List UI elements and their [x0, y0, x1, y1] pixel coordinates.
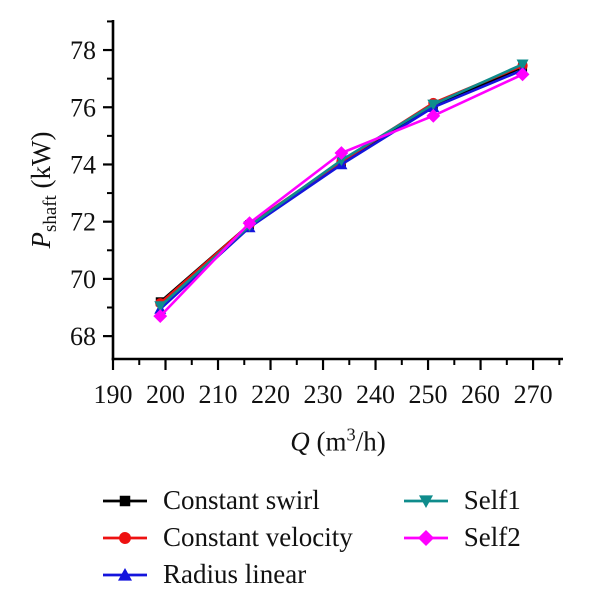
x-tick-label: 190 — [94, 380, 133, 409]
x-tick-label: 260 — [461, 380, 500, 409]
triangle-down-marker-icon — [335, 155, 348, 167]
legend-item-radius-linear: Radius linear — [102, 559, 353, 589]
diamond-marker-icon — [334, 146, 349, 160]
y-axis-label-subscript: shaft — [40, 195, 62, 232]
legend-item-constant-velocity: Constant velocity — [102, 522, 353, 552]
x-axis-label: Q (m3/h) — [290, 425, 385, 458]
x-tick-label: 230 — [304, 380, 343, 409]
x-tick-label: 240 — [356, 380, 395, 409]
x-axis-label-units-pre: (m — [309, 426, 347, 457]
legend-label: Radius linear — [163, 559, 307, 589]
legend: Constant swirl Constant velocity Radius li… — [102, 485, 521, 589]
series-line-2 — [159, 68, 524, 310]
triangle-down-marker-icon — [516, 59, 529, 71]
y-tick-label: 74 — [70, 150, 96, 179]
legend-triangle-up-icon — [103, 567, 147, 581]
diamond-marker-icon — [426, 108, 441, 123]
y-axis-label-symbol: P — [25, 231, 56, 249]
y-tick-label: 76 — [70, 93, 96, 122]
y-axis-label-units: (kW) — [25, 131, 56, 196]
legend-label: Self2 — [463, 522, 521, 552]
legend-item-self1: Self1 — [403, 485, 521, 515]
x-tick-label: 250 — [409, 380, 448, 409]
x-tick-label: 200 — [146, 380, 185, 409]
legend-label: Constant velocity — [163, 522, 353, 552]
diamond-marker-icon — [515, 67, 530, 82]
x-tick-label: 210 — [199, 380, 238, 409]
x-axis-label-exponent: 3 — [346, 424, 356, 445]
legend-triangle-down-icon — [403, 494, 448, 508]
x-tick-label: 220 — [251, 380, 290, 409]
series-line-1 — [159, 64, 524, 305]
legend-item-constant-swirl: Constant swirl — [102, 485, 353, 515]
legend-item-self2: Self2 — [403, 522, 521, 552]
triangle-down-marker-icon — [427, 99, 440, 111]
y-axis-label: Pshaft (kW) — [26, 132, 62, 249]
triangle-down-marker-icon — [418, 494, 433, 508]
triangle-down-marker-icon — [154, 301, 167, 313]
legend-label: Constant swirl — [163, 485, 320, 515]
y-tick-label: 78 — [70, 36, 96, 65]
y-tick-label: 70 — [70, 265, 96, 294]
y-tick-label: 68 — [70, 322, 96, 351]
legend-square-icon — [103, 495, 147, 506]
series-line-0 — [159, 66, 524, 303]
x-axis-label-units-post: /h) — [355, 426, 386, 457]
diamond-marker-icon — [242, 216, 257, 231]
legend-label: Self1 — [463, 485, 521, 515]
diamond-marker-icon — [153, 309, 168, 323]
legend-circle-icon — [103, 531, 147, 544]
diamond-marker-icon — [417, 529, 434, 546]
circle-marker-icon — [119, 531, 131, 544]
y-tick-label: 72 — [70, 208, 96, 237]
x-axis-label-symbol: Q — [290, 426, 310, 457]
square-marker-icon — [119, 495, 131, 506]
triangle-up-marker-icon — [118, 567, 132, 581]
x-tick-label: 270 — [514, 380, 553, 409]
legend-diamond-icon — [403, 529, 448, 546]
series-line-4 — [159, 73, 524, 317]
